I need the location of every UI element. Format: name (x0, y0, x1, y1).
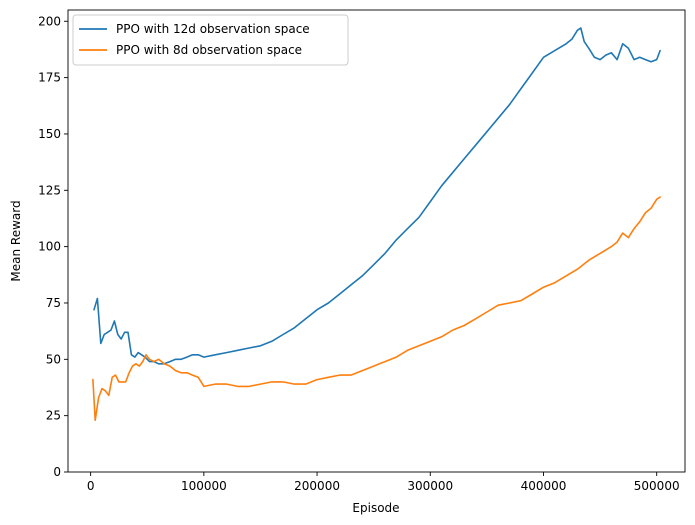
legend-label: PPO with 12d observation space (116, 22, 310, 36)
y-tick-label: 75 (46, 296, 61, 310)
y-tick-label: 125 (38, 183, 61, 197)
y-axis-label: Mean Reward (9, 200, 23, 281)
plot-background (68, 10, 685, 472)
y-tick-label: 175 (38, 71, 61, 85)
series-lines (92, 27, 661, 421)
legend-box (72, 14, 349, 66)
y-tick-label: 100 (38, 240, 61, 254)
x-tick-label: 200000 (294, 479, 340, 493)
series-line-2 (92, 196, 661, 421)
x-tick-label: 300000 (407, 479, 453, 493)
x-tick-label: 0 (87, 479, 95, 493)
x-axis-label: Episode (352, 501, 399, 515)
plot-frame (67, 9, 686, 473)
axes: 0 100000 200000 300000 400000 500000 0 25 50 75 10… (38, 9, 686, 493)
y-tick-label: 200 (38, 14, 61, 28)
x-tick-label: 500000 (634, 479, 680, 493)
y-tick-label: 150 (38, 127, 61, 141)
y-tick-label: 0 (53, 465, 61, 479)
y-tick-label: 50 (46, 352, 61, 366)
legend: PPO with 12d observation space PPO with 8… (72, 14, 349, 66)
x-tick-label: 100000 (181, 479, 227, 493)
x-tick-label: 400000 (521, 479, 567, 493)
series-line-1 (93, 27, 661, 365)
y-tick-label: 25 (46, 409, 61, 423)
legend-label: PPO with 8d observation space (116, 43, 302, 57)
